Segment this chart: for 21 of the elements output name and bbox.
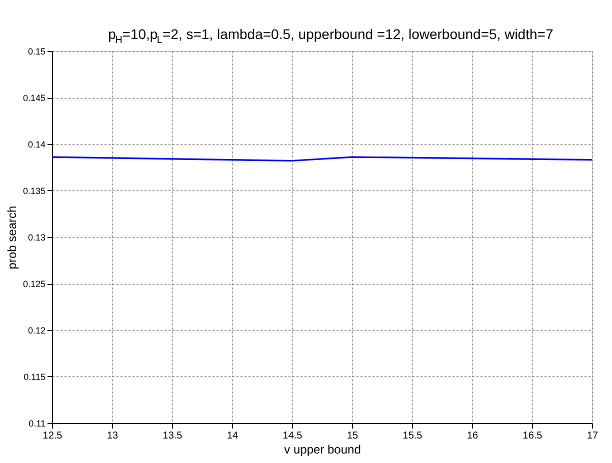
x-tick-label: 14.5 xyxy=(282,430,303,442)
x-tick-label: 13 xyxy=(106,430,118,442)
y-tick-label: 0.14 xyxy=(28,140,46,150)
x-tick-label: 13.5 xyxy=(162,430,183,442)
y-tick-label: 0.12 xyxy=(28,326,46,336)
y-tick-label: 0.115 xyxy=(24,372,46,382)
x-tick-label: 17 xyxy=(586,430,598,442)
y-tick-label: 0.125 xyxy=(22,279,46,289)
y-tick-label: 0.11 xyxy=(28,418,46,428)
y-tick-label: 0.145 xyxy=(22,93,46,103)
x-tick-label: 15.5 xyxy=(402,430,423,442)
x-tick-label: 16.5 xyxy=(522,430,543,442)
x-tick-label: 12.5 xyxy=(42,430,63,442)
x-tick-label: 15 xyxy=(346,430,358,442)
x-axis-title: v upper bound xyxy=(284,442,361,456)
y-tick-label: 0.135 xyxy=(22,186,46,196)
y-tick-label: 0.13 xyxy=(28,232,46,242)
y-axis-title: prob search xyxy=(4,206,19,270)
x-tick-label: 14 xyxy=(226,430,238,442)
y-tick-label: 0.15 xyxy=(28,46,46,56)
x-tick-label: 16 xyxy=(466,430,478,442)
